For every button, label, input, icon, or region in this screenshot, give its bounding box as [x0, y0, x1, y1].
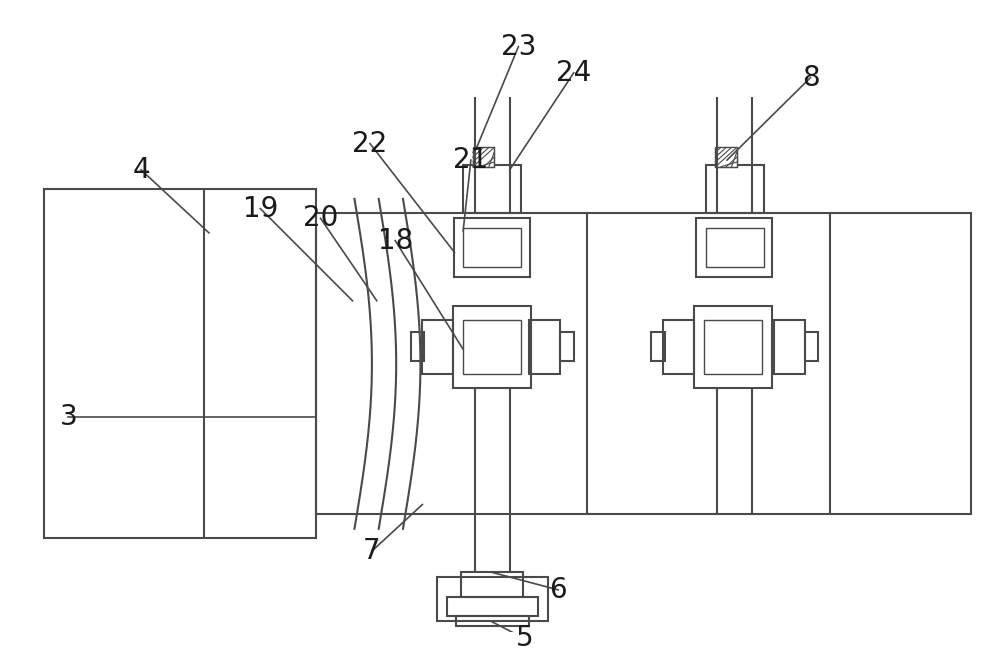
- Text: 20: 20: [303, 204, 338, 232]
- Text: 21: 21: [453, 146, 489, 174]
- Bar: [447, 597, 538, 616]
- Bar: [463, 165, 521, 214]
- Text: 4: 4: [132, 156, 150, 184]
- Bar: [706, 228, 764, 267]
- Text: 8: 8: [802, 64, 819, 92]
- Text: 18: 18: [378, 227, 413, 255]
- Bar: [560, 332, 574, 361]
- Bar: [529, 320, 560, 374]
- Bar: [715, 148, 737, 167]
- Bar: [453, 305, 531, 388]
- Bar: [473, 148, 494, 167]
- Bar: [456, 616, 529, 626]
- Bar: [437, 577, 548, 621]
- Text: 22: 22: [352, 130, 388, 158]
- Bar: [463, 320, 521, 374]
- Bar: [774, 320, 805, 374]
- Bar: [454, 218, 530, 277]
- Bar: [651, 332, 665, 361]
- Bar: [694, 305, 772, 388]
- Bar: [461, 572, 523, 597]
- Bar: [316, 214, 971, 514]
- Text: 23: 23: [501, 33, 536, 61]
- Text: 3: 3: [59, 403, 77, 431]
- Bar: [696, 218, 772, 277]
- Text: 5: 5: [515, 624, 533, 651]
- Bar: [411, 332, 424, 361]
- Text: 24: 24: [556, 59, 591, 87]
- Bar: [44, 189, 316, 538]
- Text: 6: 6: [549, 576, 567, 604]
- Text: 19: 19: [243, 195, 278, 223]
- Bar: [805, 332, 818, 361]
- Bar: [422, 320, 453, 374]
- Bar: [663, 320, 694, 374]
- Bar: [706, 165, 764, 214]
- Bar: [704, 320, 762, 374]
- Bar: [463, 228, 521, 267]
- Text: 7: 7: [363, 537, 381, 565]
